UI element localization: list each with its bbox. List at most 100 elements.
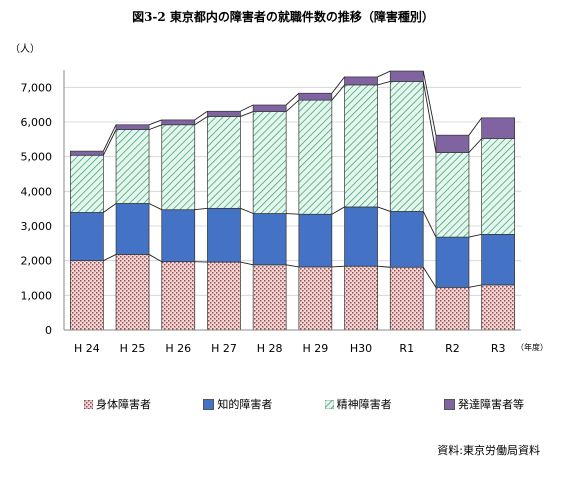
legend-swatch-mental — [324, 399, 334, 409]
series-connector-intellectual — [331, 206, 345, 215]
series-connector-intellectual — [194, 207, 208, 211]
bar-segment-physical — [435, 287, 470, 331]
bar-segment-mental — [115, 129, 150, 204]
bar-segment-intellectual — [481, 233, 515, 286]
series-connector-developmental — [468, 117, 483, 136]
x-axis-unit: （年度） — [516, 343, 548, 352]
bar-segment-developmental — [344, 76, 378, 86]
x-tick-label: H 29 — [302, 342, 328, 355]
series-connector-physical — [331, 265, 345, 268]
legend-swatch-intellectual — [203, 398, 215, 410]
chart-title: 図3-2 東京都内の障害者の就職件数の推移（障害種別） — [132, 10, 434, 24]
bar-segment-mental — [161, 124, 196, 211]
bar-segment-developmental — [298, 92, 333, 101]
series-connector-developmental — [240, 104, 254, 112]
legend-item-developmental: 発達障害者等 — [443, 396, 524, 412]
legend-swatch-physical — [84, 399, 93, 409]
x-tick-label: R1 — [399, 342, 414, 355]
source-note: 資料:東京労働局資料 — [437, 444, 540, 457]
series-connector-mental — [331, 84, 345, 101]
bar-segment-mental — [389, 81, 424, 212]
series-connector-intellectual — [422, 211, 437, 238]
y-tick-label: 4,000 — [21, 185, 53, 198]
y-tick-label: 7,000 — [21, 81, 53, 94]
bar-segment-intellectual — [161, 209, 196, 263]
series-connector-mental — [468, 138, 482, 153]
bar-segment-intellectual — [252, 213, 287, 266]
legend-item-intellectual: 知的障害者 — [203, 396, 272, 412]
x-tick-label: H 25 — [120, 342, 146, 355]
chart-legend: 身体障害者 知的障害者 精神障害者 発達障害者等 — [84, 396, 524, 412]
bar-segment-physical — [344, 265, 378, 331]
legend-item-physical: 身体障害者 — [84, 396, 151, 412]
bar-segment-mental — [481, 138, 515, 235]
bar-segment-developmental — [389, 70, 424, 82]
series-connector-mental — [422, 81, 437, 153]
series-connector-mental — [148, 124, 162, 131]
series-connector-physical — [103, 254, 117, 262]
x-tick-label: H 26 — [165, 342, 191, 355]
bar-segment-mental — [69, 154, 104, 213]
series-connector-developmental — [285, 92, 300, 106]
series-connector-physical — [468, 284, 482, 288]
series-connector-developmental — [331, 76, 345, 94]
legend-label-developmental: 発達障害者等 — [457, 398, 524, 411]
series-connector-physical — [148, 254, 162, 263]
bar-segment-developmental — [161, 119, 196, 126]
x-tick-label: R2 — [445, 342, 460, 355]
bar-segment-physical — [115, 254, 150, 331]
bar-segment-developmental — [69, 150, 104, 156]
series-connector-developmental — [377, 70, 391, 78]
bar-segment-mental — [252, 111, 287, 214]
x-tick-label: H30 — [350, 342, 372, 355]
bar-segment-developmental — [252, 104, 287, 112]
series-connector-physical — [422, 267, 437, 288]
legend-item-mental: 精神障害者 — [324, 396, 392, 412]
bar-segment-physical — [252, 264, 287, 331]
bar-segment-intellectual — [435, 236, 470, 288]
y-tick-label: 3,000 — [21, 220, 53, 233]
series-connector-developmental — [194, 110, 208, 121]
series-connector-mental — [102, 129, 117, 156]
series-connector-intellectual — [148, 203, 162, 211]
bar-segment-mental — [435, 152, 470, 238]
bar-segment-physical — [161, 261, 196, 331]
bar-segment-physical — [389, 266, 424, 331]
y-axis-unit: （人） — [10, 44, 40, 55]
series-connector-intellectual — [286, 213, 299, 215]
series-connector-intellectual — [240, 207, 254, 214]
bar-segment-physical — [481, 284, 515, 331]
legend-swatch-developmental — [443, 398, 455, 410]
bar-segment-intellectual — [115, 203, 150, 255]
series-connector-developmental — [148, 119, 162, 126]
y-tick-label: 5,000 — [21, 151, 53, 164]
y-tick-label: 6,000 — [21, 116, 53, 129]
bar-segment-developmental — [207, 110, 241, 117]
series-connector-mental — [377, 81, 391, 86]
series-connector-mental — [285, 99, 300, 112]
series-connector-intellectual — [377, 206, 391, 212]
y-tick-label: 0 — [45, 324, 52, 337]
series-connector-physical — [377, 265, 391, 268]
bar-segment-physical — [207, 261, 241, 331]
bar-segment-mental — [207, 116, 241, 209]
bar-segment-intellectual — [298, 213, 333, 268]
x-tick-label: H 24 — [74, 342, 100, 355]
series-connector-intellectual — [468, 233, 482, 238]
series-connector-developmental — [422, 70, 437, 136]
legend-label-intellectual: 知的障害者 — [217, 398, 273, 411]
bar-segment-intellectual — [69, 212, 104, 262]
legend-label-physical: 身体障害者 — [96, 398, 151, 411]
series-connector-mental — [194, 116, 208, 126]
series-connector-intellectual — [103, 203, 117, 213]
series-connector-developmental — [102, 124, 117, 152]
series-connector-physical — [240, 261, 254, 266]
x-tick-label: R3 — [491, 342, 506, 355]
bar-segment-mental — [344, 84, 378, 208]
bar-segment-mental — [298, 99, 333, 215]
bar-segment-developmental — [115, 124, 150, 130]
y-tick-label: 1,000 — [21, 289, 53, 302]
bar-segment-developmental — [481, 117, 515, 139]
series-connector-physical — [286, 264, 299, 268]
